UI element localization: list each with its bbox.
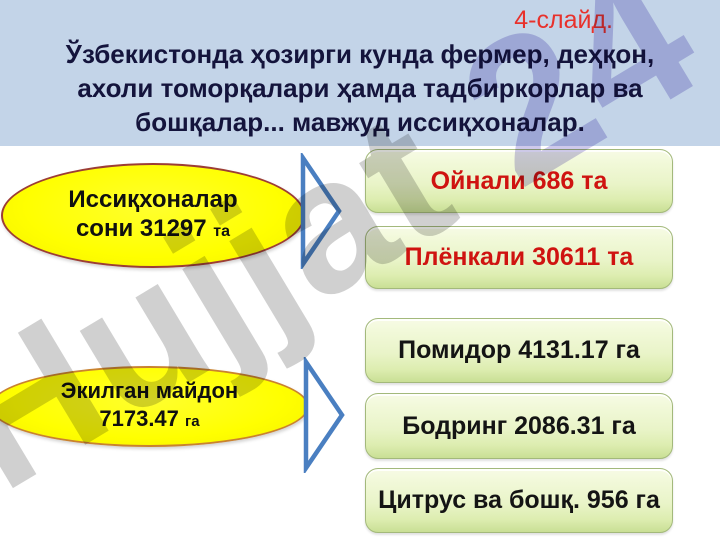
right-arrow-icon [303, 357, 345, 473]
stat-box-cucumber-area: Бодринг 2086.31 га [365, 393, 673, 459]
slide-number-label: 4-слайд. [514, 6, 613, 34]
oval-greenhouse-count: Иссиқхоналар сони 31297 та [1, 163, 305, 268]
oval-planted-area: Экилган майдон 7173.47 га [0, 366, 309, 447]
oval-planted-area-line2: 7173.47 га [99, 405, 199, 436]
oval-planted-area-value: 7173.47 [99, 406, 179, 431]
oval-planted-area-line1: Экилган майдон [60, 378, 239, 403]
slide-title-line-2: ахоли томорқалари ҳамда тадбиркорлар ва [77, 73, 643, 103]
stat-box-glass-greenhouses: Ойнали 686 та [365, 149, 673, 213]
right-arrow-icon [300, 153, 342, 269]
oval-greenhouse-count-value: сони 31297 [75, 215, 207, 242]
oval-greenhouse-count-line2: сони 31297 та [76, 214, 230, 246]
slide-title-line-1: Ўзбекистонда ҳозирги кунда фермер, деҳқо… [65, 39, 655, 69]
oval-greenhouse-count-unit: та [213, 223, 231, 240]
slide-title: Ўзбекистонда ҳозирги кунда фермер, деҳқо… [0, 37, 720, 139]
slide-title-line-3: бошқалар... мавжуд иссиқхоналар. [135, 107, 585, 137]
oval-greenhouse-count-line1: Иссиқхоналар [68, 186, 238, 213]
stat-box-citrus-other-area: Цитрус ва бошқ. 956 га [365, 468, 673, 533]
stat-box-film-greenhouses: Плёнкали 30611 та [365, 226, 673, 289]
slide-header: 4-слайд. Ўзбекистонда ҳозирги кунда ферм… [0, 0, 720, 146]
stat-box-tomato-area: Помидор 4131.17 га [365, 318, 673, 383]
oval-planted-area-unit: га [185, 413, 200, 430]
